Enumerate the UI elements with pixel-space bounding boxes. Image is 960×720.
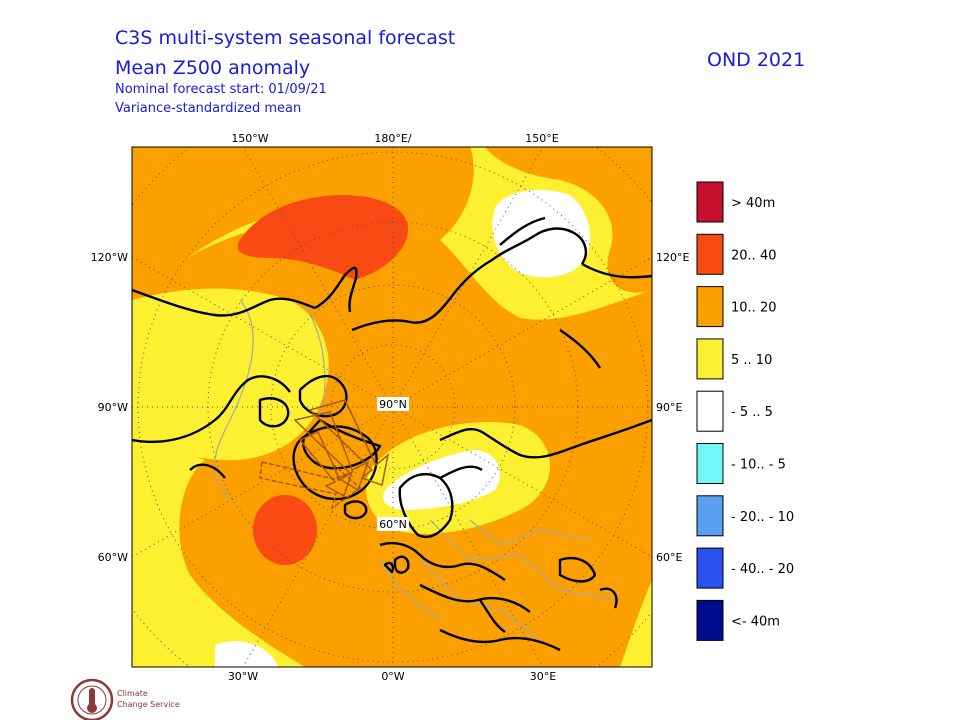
logo-text-line2: Change Service [117, 700, 180, 709]
method-label: Variance-standardized mean [115, 101, 302, 116]
anomaly-band-20-40-atlantic [253, 495, 317, 565]
lon-label-top-2: 180°E/ [374, 132, 411, 145]
legend: > 40m 20.. 40 10.. 20 5 .. 10 - 5 .. 5 - 10..… [696, 181, 794, 641]
legend-swatch [696, 443, 724, 484]
anomaly-band-neutral-siberia [492, 189, 590, 278]
legend-label: 10.. 20 [731, 301, 776, 316]
map-frame [131, 146, 653, 668]
logo-text-line1: Climate [117, 689, 148, 698]
anomaly-band-20-40-pacific [237, 195, 409, 280]
lat-label-90n: 90°N [379, 398, 407, 411]
legend-label: - 10.. - 5 [731, 458, 786, 473]
legend-swatch [696, 547, 724, 589]
coastlines [132, 216, 652, 652]
lon-label-left-2: 90°W [98, 401, 128, 414]
map-title: C3S multi-system seasonal forecast [115, 27, 456, 49]
lon-label-right-2: 90°E [656, 401, 682, 414]
annotation-arrows [259, 399, 390, 510]
legend-label: <- 40m [731, 614, 780, 629]
legend-label: - 20.. - 10 [731, 510, 794, 525]
forecast-start-label: Nominal forecast start: 01/09/21 [115, 82, 327, 97]
lon-label-left-1: 120°W [91, 251, 128, 264]
lon-label-top-1: 150°W [231, 132, 268, 145]
map-subtitle: Mean Z500 anomaly [115, 57, 311, 79]
anomaly-band-10-20-pacific [132, 147, 474, 290]
logo-ring [70, 678, 114, 720]
lat-label-60n: 60°N [379, 518, 407, 531]
legend-swatch [696, 286, 724, 328]
thermometer-bulb-icon [87, 703, 97, 713]
legend-swatch [696, 599, 724, 641]
lon-label-right-1: 120°E [656, 251, 689, 264]
graticule-labels: 150°W 180°E/ 150°E 30°W 0°W 30°E 120°W 9… [91, 132, 690, 683]
legend-label: 5 .. 10 [731, 353, 772, 368]
copernicus-logo [70, 678, 114, 720]
legend-label: - 40.. - 20 [731, 562, 794, 577]
legend-swatch [696, 338, 724, 380]
anomaly-band-5-10-se [620, 590, 652, 667]
legend-swatch [696, 495, 724, 537]
lon-label-top-3: 150°E [525, 132, 558, 145]
anomaly-band-5-10-america [132, 288, 329, 461]
legend-label: > 40m [731, 196, 775, 211]
legend-swatch [696, 181, 724, 223]
latitude-labels: 90°N 60°N [377, 397, 409, 531]
legend-swatch [696, 390, 724, 432]
lon-label-bottom-2: 0°W [381, 670, 404, 683]
lon-label-bottom-3: 30°E [530, 670, 556, 683]
legend-label: 20.. 40 [731, 248, 776, 263]
anomaly-band-neutral-south [215, 641, 278, 667]
lon-label-right-3: 60°E [656, 551, 682, 564]
anomaly-band-10-20-siberia [485, 147, 652, 293]
lon-label-left-3: 60°W [98, 551, 128, 564]
legend-swatch [696, 233, 724, 275]
anomaly-band-5-10-corner [132, 560, 235, 667]
logo-inner-ring [77, 685, 107, 715]
lon-label-bottom-1: 30°W [228, 670, 258, 683]
legend-label: - 5 .. 5 [731, 405, 773, 420]
thermometer-icon [89, 688, 95, 706]
forecast-period: OND 2021 [707, 49, 806, 71]
